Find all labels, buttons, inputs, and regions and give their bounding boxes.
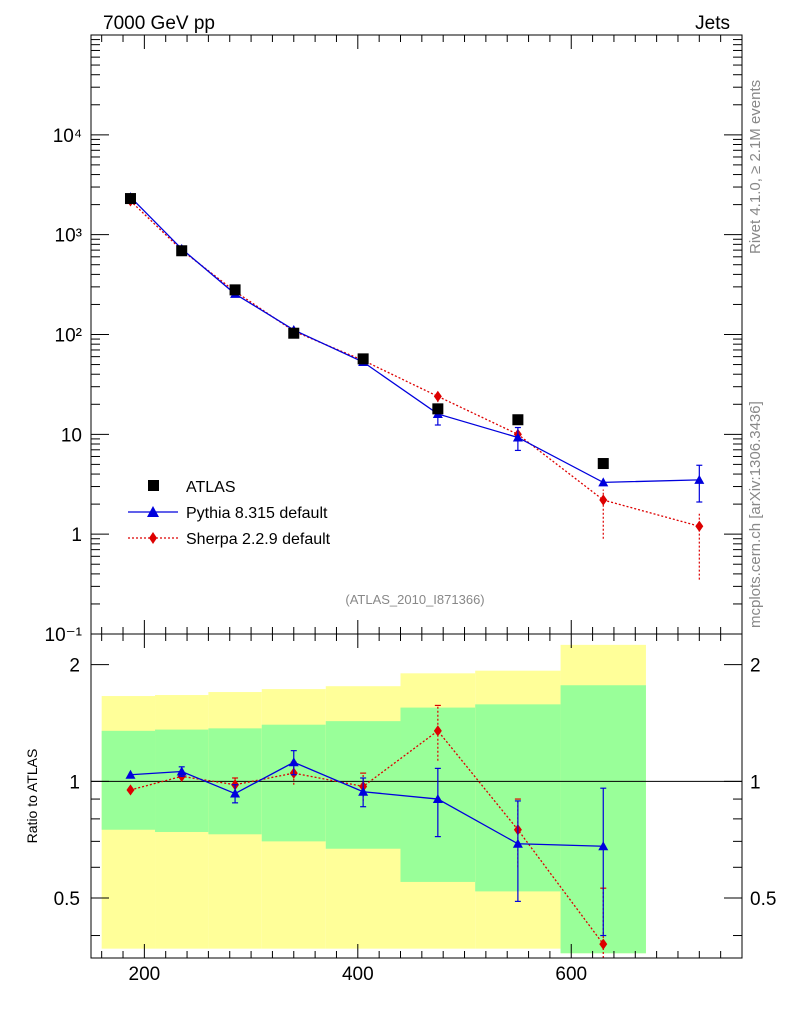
pythia-main-marker bbox=[694, 474, 705, 484]
pythia-ratio-marker bbox=[125, 769, 136, 779]
main-axis-ticks bbox=[91, 34, 743, 635]
pythia-ratio-marker bbox=[288, 757, 299, 767]
main-series bbox=[124, 192, 705, 580]
main-y-tick-labels: 10⁻¹ 1 10 10² 10³ 10⁴ bbox=[45, 126, 83, 646]
atlas-data-point bbox=[288, 327, 300, 339]
sherpa-ratio-line bbox=[130, 729, 604, 945]
ratio-uncertainty-bands bbox=[101, 644, 646, 954]
atlas-data-point bbox=[229, 284, 241, 296]
atlas-data-point bbox=[124, 193, 136, 205]
ratio-y-tick-label-right: 2 bbox=[750, 656, 761, 677]
ratio-axis-ticks bbox=[91, 634, 743, 958]
main-y-tick-label: 10 bbox=[61, 425, 82, 446]
header-right: Jets bbox=[695, 13, 730, 34]
x-tick-label: 400 bbox=[342, 964, 374, 985]
sherpa-main-marker bbox=[695, 520, 704, 532]
atlas-data-point bbox=[432, 403, 444, 415]
x-tick-label: 600 bbox=[555, 964, 587, 985]
ratio-y-tick-label-right: 0.5 bbox=[750, 889, 776, 910]
legend-sherpa-marker bbox=[149, 532, 157, 544]
header-left: 7000 GeV pp bbox=[103, 13, 215, 34]
ratio-y-tick-label-left: 0.5 bbox=[54, 889, 80, 910]
x-tick-label: 200 bbox=[129, 964, 161, 985]
atlas-data-point bbox=[512, 414, 524, 426]
pythia-ratio-marker bbox=[358, 786, 369, 796]
atlas-data-point bbox=[597, 458, 609, 470]
main-y-tick-label: 10⁴ bbox=[53, 126, 82, 147]
legend-pythia-marker bbox=[147, 506, 159, 517]
sherpa-main-line bbox=[130, 200, 700, 527]
main-y-tick-label: 10⁻¹ bbox=[45, 625, 83, 646]
legend-pythia-label: Pythia 8.315 default bbox=[186, 505, 328, 522]
ratio-frame bbox=[90, 633, 743, 959]
main-y-tick-label: 10³ bbox=[55, 226, 82, 247]
atlas-data-point bbox=[357, 353, 369, 365]
ratio-band-inner bbox=[101, 730, 156, 830]
atlas-data-point bbox=[176, 245, 188, 257]
sherpa-main-marker bbox=[433, 390, 442, 402]
rivet-label: Rivet 4.1.0, ≥ 2.1M events bbox=[747, 80, 764, 254]
sherpa-ratio-marker bbox=[433, 725, 442, 737]
pythia-main-marker bbox=[598, 477, 609, 487]
ratio-tick-labels: 0.5 0.5 1 1 2 2 200 400 600 bbox=[54, 656, 777, 985]
ratio-y-label: Ratio to ATLAS bbox=[24, 749, 40, 844]
sherpa-ratio-marker bbox=[599, 938, 608, 950]
ratio-y-tick-label-left: 2 bbox=[69, 656, 80, 677]
ratio-y-tick-label-right: 1 bbox=[750, 772, 761, 793]
mcplots-label: mcplots.cern.ch [arXiv:1306.3436] bbox=[747, 401, 764, 628]
pythia-ratio-line bbox=[130, 761, 604, 847]
ratio-y-tick-label-left: 1 bbox=[69, 772, 80, 793]
legend: ATLAS Pythia 8.315 default Sherpa 2.2.9 … bbox=[128, 479, 331, 548]
legend-sherpa-label: Sherpa 2.2.9 default bbox=[186, 531, 331, 548]
main-y-tick-label: 10² bbox=[55, 326, 82, 347]
pythia-ratio-marker bbox=[432, 794, 443, 804]
analysis-id: (ATLAS_2010_I871366) bbox=[345, 592, 484, 607]
pythia-main-marker bbox=[512, 432, 523, 442]
legend-atlas-marker bbox=[148, 480, 159, 491]
ratio-series bbox=[125, 704, 609, 958]
pythia-ratio-marker bbox=[176, 766, 187, 776]
pythia-ratio-marker bbox=[512, 838, 523, 848]
legend-atlas-label: ATLAS bbox=[186, 479, 236, 496]
sherpa-ratio-marker bbox=[126, 784, 135, 796]
sherpa-main-marker bbox=[599, 494, 608, 506]
pythia-ratio-marker bbox=[598, 841, 609, 851]
pythia-ratio-marker bbox=[230, 788, 241, 798]
pythia-main-line bbox=[130, 196, 700, 484]
main-y-tick-label: 1 bbox=[71, 525, 82, 546]
